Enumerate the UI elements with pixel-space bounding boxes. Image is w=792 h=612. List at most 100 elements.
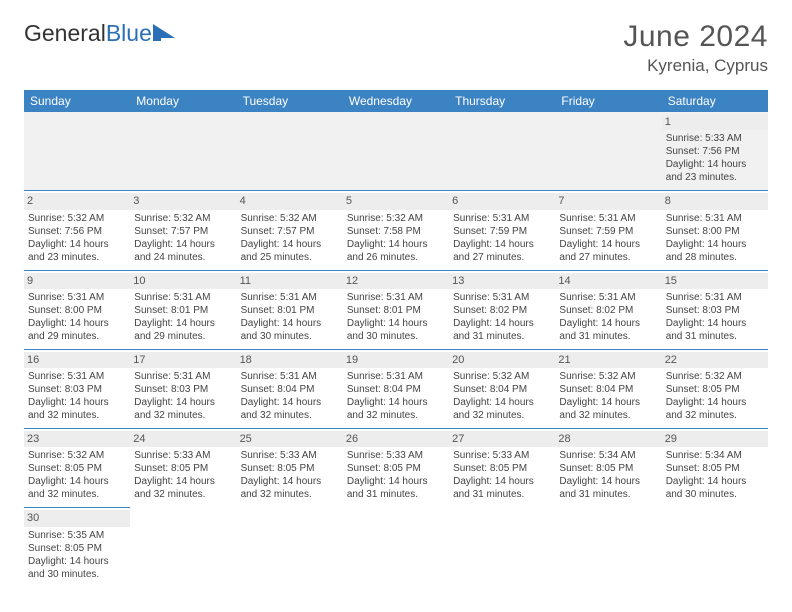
daylight-text: and 31 minutes. bbox=[559, 488, 657, 501]
sunrise-text: Sunrise: 5:31 AM bbox=[28, 291, 126, 304]
calendar-cell: 14Sunrise: 5:31 AMSunset: 8:02 PMDayligh… bbox=[555, 270, 661, 349]
day-number: 30 bbox=[24, 510, 130, 526]
calendar-cell: 18Sunrise: 5:31 AMSunset: 8:04 PMDayligh… bbox=[237, 349, 343, 428]
sunset-text: Sunset: 7:59 PM bbox=[453, 225, 551, 238]
daylight-text: and 30 minutes. bbox=[347, 330, 445, 343]
sunset-text: Sunset: 7:59 PM bbox=[559, 225, 657, 238]
sunrise-text: Sunrise: 5:31 AM bbox=[666, 212, 764, 225]
sunrise-text: Sunrise: 5:33 AM bbox=[666, 132, 764, 145]
calendar-cell: 23Sunrise: 5:32 AMSunset: 8:05 PMDayligh… bbox=[24, 429, 130, 508]
sunset-text: Sunset: 8:05 PM bbox=[28, 542, 126, 555]
calendar-cell bbox=[449, 112, 555, 191]
daylight-text: Daylight: 14 hours bbox=[134, 238, 232, 251]
brand-part2: Blue bbox=[106, 20, 152, 47]
sunset-text: Sunset: 8:01 PM bbox=[134, 304, 232, 317]
daylight-text: and 32 minutes. bbox=[134, 488, 232, 501]
column-header: Thursday bbox=[449, 90, 555, 112]
daylight-text: and 32 minutes. bbox=[559, 409, 657, 422]
sunrise-text: Sunrise: 5:33 AM bbox=[134, 449, 232, 462]
day-number: 6 bbox=[449, 193, 555, 209]
daylight-text: Daylight: 14 hours bbox=[453, 475, 551, 488]
daylight-text: and 27 minutes. bbox=[453, 251, 551, 264]
column-header: Saturday bbox=[662, 90, 768, 112]
sunrise-text: Sunrise: 5:31 AM bbox=[134, 370, 232, 383]
sunset-text: Sunset: 8:05 PM bbox=[666, 383, 764, 396]
day-number: 11 bbox=[237, 273, 343, 289]
sunrise-text: Sunrise: 5:34 AM bbox=[666, 449, 764, 462]
calendar-cell: 19Sunrise: 5:31 AMSunset: 8:04 PMDayligh… bbox=[343, 349, 449, 428]
sunset-text: Sunset: 8:01 PM bbox=[241, 304, 339, 317]
day-number: 21 bbox=[555, 352, 661, 368]
daylight-text: and 29 minutes. bbox=[134, 330, 232, 343]
sunset-text: Sunset: 8:03 PM bbox=[134, 383, 232, 396]
day-number: 16 bbox=[24, 352, 130, 368]
day-number: 2 bbox=[24, 193, 130, 209]
sunset-text: Sunset: 8:04 PM bbox=[241, 383, 339, 396]
calendar-cell: 25Sunrise: 5:33 AMSunset: 8:05 PMDayligh… bbox=[237, 429, 343, 508]
sunset-text: Sunset: 8:05 PM bbox=[559, 462, 657, 475]
sunset-text: Sunset: 8:01 PM bbox=[347, 304, 445, 317]
calendar-cell: 15 Sunrise: 5:31 AMSunset: 8:03 PMDayligh… bbox=[662, 270, 768, 349]
daylight-text: and 32 minutes. bbox=[666, 409, 764, 422]
calendar-cell bbox=[237, 112, 343, 191]
day-number: 22 bbox=[662, 352, 768, 368]
day-number: 23 bbox=[24, 431, 130, 447]
calendar-cell bbox=[555, 508, 661, 587]
sunrise-text: Sunrise: 5:32 AM bbox=[134, 212, 232, 225]
flag-icon bbox=[153, 24, 179, 44]
calendar-cell: 26Sunrise: 5:33 AMSunset: 8:05 PMDayligh… bbox=[343, 429, 449, 508]
sunrise-text: Sunrise: 5:33 AM bbox=[453, 449, 551, 462]
calendar-cell bbox=[555, 112, 661, 191]
daylight-text: Daylight: 14 hours bbox=[453, 396, 551, 409]
calendar-cell: 28Sunrise: 5:34 AMSunset: 8:05 PMDayligh… bbox=[555, 429, 661, 508]
sunset-text: Sunset: 8:02 PM bbox=[453, 304, 551, 317]
sunset-text: Sunset: 7:58 PM bbox=[347, 225, 445, 238]
calendar-cell bbox=[662, 508, 768, 587]
calendar-cell: 20Sunrise: 5:32 AMSunset: 8:04 PMDayligh… bbox=[449, 349, 555, 428]
daylight-text: Daylight: 14 hours bbox=[666, 317, 764, 330]
calendar-week-row: 9Sunrise: 5:31 AMSunset: 8:00 PMDaylight… bbox=[24, 270, 768, 349]
daylight-text: Daylight: 14 hours bbox=[559, 317, 657, 330]
daylight-text: Daylight: 14 hours bbox=[347, 475, 445, 488]
daylight-text: and 23 minutes. bbox=[666, 171, 764, 184]
calendar-cell: 17Sunrise: 5:31 AMSunset: 8:03 PMDayligh… bbox=[130, 349, 236, 428]
calendar-cell bbox=[130, 112, 236, 191]
calendar-cell: 30Sunrise: 5:35 AMSunset: 8:05 PMDayligh… bbox=[24, 508, 130, 587]
sunrise-text: Sunrise: 5:31 AM bbox=[666, 291, 764, 304]
calendar-table: SundayMondayTuesdayWednesdayThursdayFrid… bbox=[24, 90, 768, 587]
daylight-text: and 26 minutes. bbox=[347, 251, 445, 264]
day-number: 17 bbox=[130, 352, 236, 368]
calendar-cell bbox=[237, 508, 343, 587]
daylight-text: Daylight: 14 hours bbox=[453, 317, 551, 330]
sunset-text: Sunset: 8:04 PM bbox=[347, 383, 445, 396]
sunset-text: Sunset: 7:56 PM bbox=[28, 225, 126, 238]
sunset-text: Sunset: 8:05 PM bbox=[666, 462, 764, 475]
daylight-text: and 27 minutes. bbox=[559, 251, 657, 264]
day-number: 20 bbox=[449, 352, 555, 368]
day-number: 3 bbox=[130, 193, 236, 209]
day-number: 1 bbox=[662, 114, 768, 130]
day-number: 24 bbox=[130, 431, 236, 447]
daylight-text: Daylight: 14 hours bbox=[241, 475, 339, 488]
daylight-text: Daylight: 14 hours bbox=[453, 238, 551, 251]
daylight-text: Daylight: 14 hours bbox=[559, 475, 657, 488]
day-number: 15 bbox=[662, 273, 768, 289]
column-header: Tuesday bbox=[237, 90, 343, 112]
calendar-week-row: 1Sunrise: 5:33 AMSunset: 7:56 PMDaylight… bbox=[24, 112, 768, 191]
daylight-text: Daylight: 14 hours bbox=[134, 317, 232, 330]
calendar-cell: 5Sunrise: 5:32 AMSunset: 7:58 PMDaylight… bbox=[343, 191, 449, 270]
brand-part1: General bbox=[24, 20, 106, 47]
day-number: 8 bbox=[662, 193, 768, 209]
sunset-text: Sunset: 8:02 PM bbox=[559, 304, 657, 317]
day-number: 5 bbox=[343, 193, 449, 209]
sunrise-text: Sunrise: 5:32 AM bbox=[241, 212, 339, 225]
daylight-text: and 31 minutes. bbox=[559, 330, 657, 343]
daylight-text: and 32 minutes. bbox=[28, 488, 126, 501]
sunset-text: Sunset: 8:03 PM bbox=[666, 304, 764, 317]
sunrise-text: Sunrise: 5:31 AM bbox=[453, 212, 551, 225]
daylight-text: and 29 minutes. bbox=[28, 330, 126, 343]
calendar-cell: 7Sunrise: 5:31 AMSunset: 7:59 PMDaylight… bbox=[555, 191, 661, 270]
day-number: 7 bbox=[555, 193, 661, 209]
calendar-cell bbox=[449, 508, 555, 587]
calendar-cell: 16Sunrise: 5:31 AMSunset: 8:03 PMDayligh… bbox=[24, 349, 130, 428]
